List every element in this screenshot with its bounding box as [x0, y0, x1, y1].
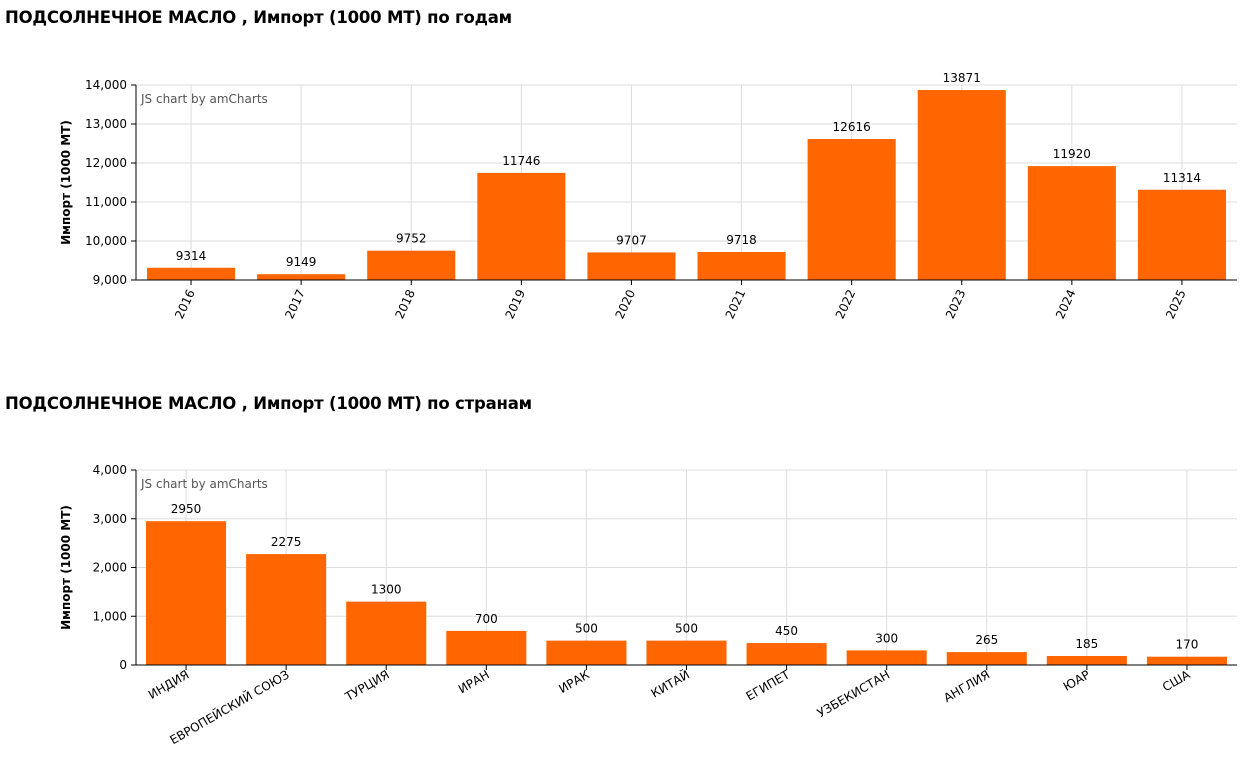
bar-value-label: 450	[775, 624, 798, 638]
x-tick-label: ИРАК	[556, 667, 592, 696]
chart-title-countries: ПОДСОЛНЕЧНОЕ МАСЛО , Импорт (1000 МТ) по…	[5, 394, 532, 413]
x-tick-label: УЗБЕКИСТАН	[815, 667, 892, 720]
y-tick-label: 13,000	[85, 117, 127, 131]
bar	[1027, 166, 1116, 280]
bar	[746, 643, 827, 665]
y-tick-label: 2,000	[93, 561, 127, 575]
y-axis-title: Импорт (1000 МТ)	[59, 120, 73, 245]
bar	[146, 521, 227, 665]
x-tick-label: США	[1160, 667, 1193, 694]
chart-title-years: ПОДСОЛНЕЧНОЕ МАСЛО , Импорт (1000 МТ) по…	[5, 8, 512, 27]
chart-imports-by-year: 9,000 10,000 11,000 12,000 13,000 14,000 JS ch…	[59, 71, 1237, 321]
y-tick-label: 14,000	[85, 78, 127, 92]
bar-value-label: 9752	[396, 232, 427, 246]
bar	[646, 640, 727, 665]
y-tick-label: 9,000	[93, 273, 127, 287]
bar	[917, 90, 1006, 280]
bar	[1137, 189, 1226, 280]
y-tick-label: 10,000	[85, 234, 127, 248]
bar-value-label: 170	[1176, 638, 1199, 652]
bar	[367, 250, 456, 280]
bar	[1046, 655, 1127, 665]
bar	[257, 274, 346, 280]
amcharts-credit: JS chart by amCharts	[140, 477, 268, 491]
y-tick-label: 11,000	[85, 195, 127, 209]
bar-value-label: 12616	[833, 120, 871, 134]
x-tick-label: АНГЛИЯ	[941, 667, 992, 705]
bar	[946, 652, 1027, 665]
bar-value-label: 11314	[1163, 171, 1201, 185]
y-tick-label: 4,000	[93, 463, 127, 477]
bar-value-label: 2950	[171, 502, 202, 516]
bar-value-label: 9314	[176, 249, 207, 263]
bar-value-label: 265	[975, 633, 998, 647]
bar-value-label: 700	[475, 612, 498, 626]
bar-value-label: 500	[675, 622, 698, 636]
bar-value-label: 185	[1075, 637, 1098, 651]
bar	[1146, 656, 1227, 665]
x-tick-label: ТУРЦИЯ	[342, 667, 392, 704]
bar-value-label: 9149	[286, 255, 317, 269]
bar-value-label: 9707	[616, 233, 647, 247]
bar-value-label: 9718	[726, 233, 757, 247]
bar	[846, 650, 927, 665]
x-tick-label: ЕГИПЕТ	[744, 667, 793, 703]
bar-value-label: 500	[575, 622, 598, 636]
y-axis-title: Импорт (1000 МТ)	[59, 505, 73, 630]
y-tick-label: 3,000	[93, 512, 127, 526]
bar-value-label: 11920	[1053, 147, 1091, 161]
bar	[697, 251, 786, 280]
bar-value-label: 300	[875, 631, 898, 645]
bar-value-label: 13871	[943, 71, 981, 85]
bar-value-label: 2275	[271, 535, 302, 549]
bar	[546, 640, 627, 665]
bar	[246, 554, 327, 665]
x-tick-label: ИНДИЯ	[146, 667, 192, 701]
y-tick-label: 12,000	[85, 156, 127, 170]
bar	[807, 138, 896, 280]
bar	[346, 601, 427, 665]
bar	[587, 252, 676, 280]
bar	[477, 172, 566, 280]
amcharts-credit: JS chart by amCharts	[140, 92, 268, 106]
bar	[147, 267, 236, 280]
bar	[446, 630, 527, 665]
x-tick-label: ЮАР	[1061, 667, 1093, 693]
y-tick-label: 0	[119, 658, 127, 672]
bar-value-label: 11746	[502, 154, 540, 168]
bar-value-label: 1300	[371, 583, 402, 597]
x-tick-label: КИТАЙ	[648, 667, 692, 701]
y-tick-label: 1,000	[93, 609, 127, 623]
x-tick-label: ИРАН	[456, 667, 492, 696]
